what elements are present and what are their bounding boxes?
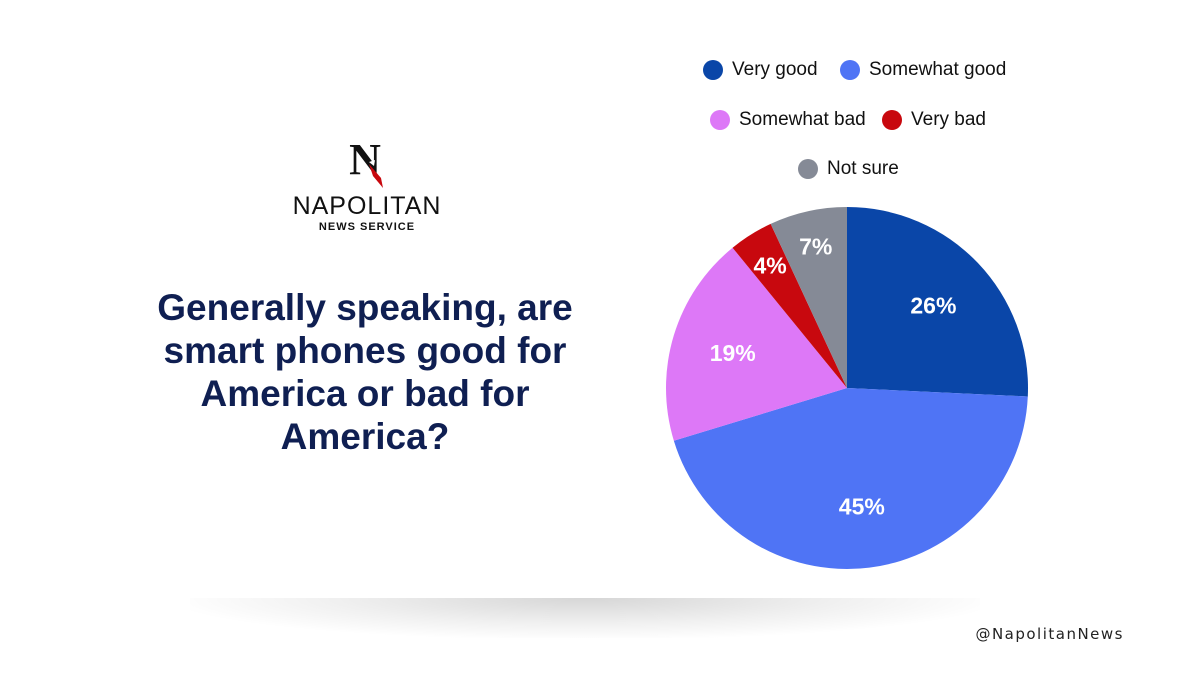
legend-item-somewhat-good: Somewhat good — [840, 59, 1006, 81]
pie-slice-somewhat-good — [673, 388, 1028, 569]
legend-label-not-sure: Not sure — [827, 158, 899, 179]
legend-item-somewhat-bad: Somewhat bad — [710, 109, 866, 131]
legend-swatch-very-good — [703, 60, 723, 80]
social-handle: @NapolitanNews — [975, 625, 1124, 643]
legend-swatch-somewhat-good — [840, 60, 860, 80]
brand-name: NAPOLITAN — [292, 192, 442, 220]
brand-subtitle: NEWS SERVICE — [318, 221, 416, 233]
pie-slice-somewhat-bad — [666, 247, 847, 441]
legend-swatch-very-bad — [882, 110, 902, 130]
pie-label-very-good: 26% — [910, 293, 956, 319]
card-shadow — [190, 598, 980, 638]
legend-item-not-sure: Not sure — [798, 158, 899, 180]
legend-item-very-bad: Very bad — [882, 109, 986, 131]
pie-label-somewhat-bad: 19% — [710, 340, 756, 366]
chart-question: Generally speaking, are smart phones goo… — [157, 287, 573, 457]
pie-label-somewhat-good: 45% — [839, 494, 885, 520]
pie-label-very-bad: 4% — [753, 252, 786, 278]
legend-swatch-somewhat-bad — [710, 110, 730, 130]
pie-slice-very-good — [847, 207, 1028, 397]
pie-slice-very-bad — [732, 223, 847, 388]
pie-label-not-sure: 7% — [799, 234, 832, 260]
legend-item-very-good: Very good — [703, 59, 818, 81]
legend-label-very-bad: Very bad — [911, 109, 986, 130]
n-bird-logo-icon: N — [349, 138, 383, 188]
legend-label-somewhat-bad: Somewhat bad — [739, 109, 866, 130]
legend-label-somewhat-good: Somewhat good — [869, 59, 1007, 80]
pie-slice-not-sure — [770, 207, 847, 388]
legend-label-very-good: Very good — [732, 59, 818, 80]
napolitan-logo: N NAPOLITAN NEWS SERVICE — [282, 138, 452, 234]
legend-swatch-not-sure — [798, 159, 818, 179]
